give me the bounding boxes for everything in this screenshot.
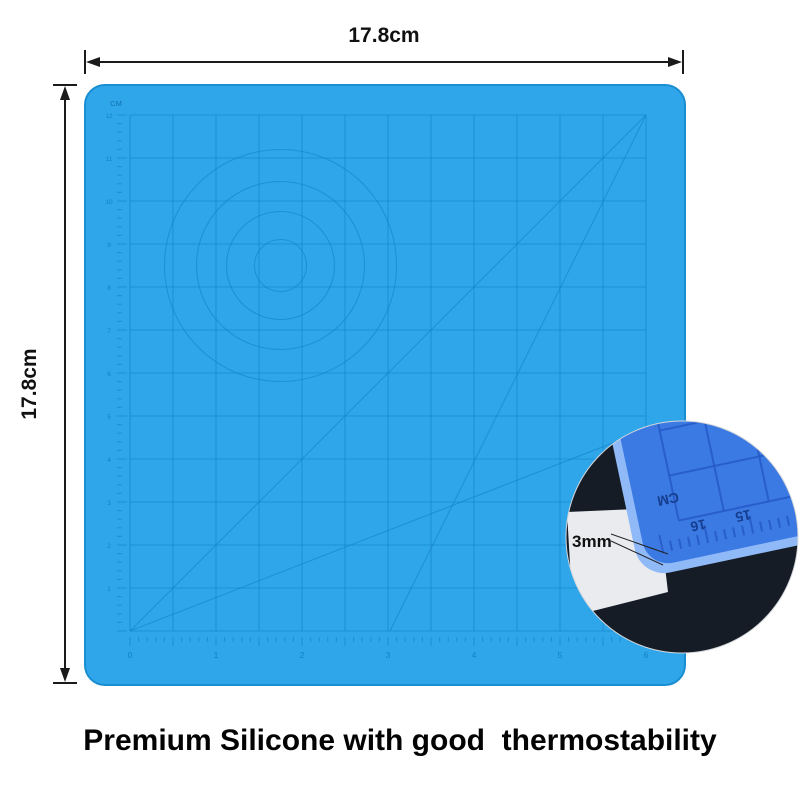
- inset-ruler-tick: [777, 517, 782, 528]
- inset-ruler-tick: [786, 515, 791, 526]
- bottom-ruler-number: 4: [472, 650, 477, 660]
- inset-ruler-tick: [768, 519, 773, 530]
- left-ruler-number: 7: [107, 328, 111, 335]
- inset-grid-line: [737, 421, 798, 493]
- inset-grid-line: [602, 421, 680, 521]
- left-ruler-number: 1: [107, 586, 111, 593]
- bottom-ruler-number: 3: [386, 650, 391, 660]
- inset-ruler-tick: [723, 529, 728, 540]
- caption: Premium Silicone with good thermostabili…: [83, 724, 717, 757]
- inset-ruler-tick: [669, 540, 674, 551]
- inset-ruler-number: 16: [689, 516, 708, 535]
- inset-ruler-tick: [741, 525, 746, 536]
- inset-ruler-tick: [748, 515, 755, 534]
- mat-printed-grid: [117, 114, 647, 646]
- left-ruler-number: 10: [105, 199, 113, 206]
- left-ruler-number: 8: [107, 285, 111, 292]
- bottom-ruler-number: 6: [644, 650, 649, 660]
- top-dimension-arrow: [84, 50, 684, 74]
- inset-grid-line: [647, 421, 725, 512]
- inset-ruler-tick: [687, 536, 692, 547]
- printed-circle: [253, 238, 308, 293]
- left-ruler-number: 4: [107, 457, 111, 464]
- inset-ruler-tick: [759, 521, 764, 532]
- inset-ruler-tick: [696, 534, 701, 546]
- inset-mat-top-face: [569, 421, 798, 564]
- bottom-ruler-number: 5: [558, 650, 563, 660]
- left-ruler-number: 11: [106, 156, 113, 163]
- inset-ruler-tick: [678, 538, 683, 549]
- inset-ruler-tick: [703, 525, 710, 544]
- bottom-ruler-number: 1: [214, 650, 219, 660]
- inset-grid-line: [782, 421, 798, 483]
- diagonal-line: [129, 114, 647, 632]
- thickness-leader-line: [610, 540, 664, 566]
- printed-circle: [163, 148, 398, 383]
- thickness-label: 3mm: [572, 532, 612, 551]
- left-ruler-number: 6: [107, 371, 111, 378]
- inset-ruler-tick: [714, 531, 719, 542]
- left-ruler-number: 3: [107, 500, 111, 507]
- bottom-ruler-number: 2: [300, 650, 305, 660]
- diagonal-line: [389, 114, 647, 632]
- left-ruler-number: 9: [107, 242, 111, 249]
- arrowhead-right: [668, 57, 682, 67]
- bottom-ruler-number: 0: [128, 650, 133, 660]
- left-ruler-number: 5: [107, 414, 111, 421]
- left-dimension-arrow: [53, 84, 77, 684]
- width-dimension-label: 17.8cm: [348, 24, 419, 47]
- inset-grid-line: [678, 442, 798, 522]
- printed-circle: [195, 180, 366, 351]
- height-dimension-label: 17.8cm: [18, 348, 41, 419]
- inset-ruler-number: 15: [734, 507, 753, 526]
- arrowhead-up: [60, 86, 70, 100]
- inset-ruler-tick: [732, 527, 737, 538]
- left-ruler-number: 2: [107, 543, 111, 550]
- arrowhead-down: [60, 668, 70, 682]
- inset-grid-line: [669, 421, 798, 477]
- inset-unit-label: CM: [656, 489, 681, 509]
- inset-circle-rim: [565, 420, 799, 654]
- silicone-mat: [84, 84, 686, 686]
- mat-unit-label: CM: [110, 99, 122, 108]
- arrowhead-left: [86, 57, 100, 67]
- inset-ruler-tick: [658, 534, 665, 553]
- diagonal-line: [129, 429, 647, 632]
- printed-circle: [225, 210, 336, 321]
- thickness-leader-line: [610, 533, 669, 555]
- left-ruler-number: 12: [105, 113, 113, 120]
